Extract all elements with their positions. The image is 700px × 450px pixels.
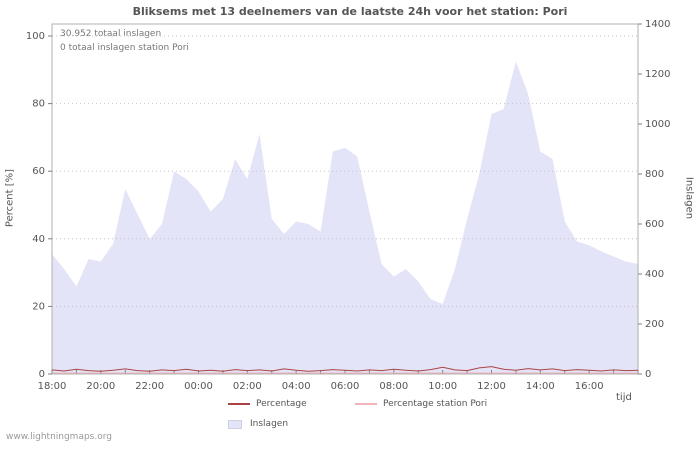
- legend-item-percentage: Percentage: [228, 399, 355, 409]
- x-tick-label: 02:00: [233, 381, 262, 392]
- legend-row-area: Inslagen: [228, 414, 487, 434]
- legend-item-station: Percentage station Pori: [355, 399, 487, 409]
- x-tick-label: 22:00: [135, 381, 164, 392]
- y-right-tick-label: 1400: [645, 19, 670, 30]
- annotation-station-strikes: 0 totaal inslagen station Pori: [60, 43, 189, 53]
- y-left-tick-label: 20: [32, 301, 45, 312]
- y-left-tick-label: 60: [32, 166, 45, 177]
- legend-label-percentage: Percentage: [256, 399, 307, 409]
- legend: Percentage Percentage station Pori Insla…: [228, 394, 487, 434]
- y-right-tick-label: 1200: [645, 69, 670, 80]
- legend-item-inslagen: Inslagen: [228, 419, 355, 429]
- legend-swatch-station: [355, 403, 377, 405]
- annotation-total-strikes: 30.952 totaal inslagen: [60, 29, 162, 39]
- x-axis-label: tijd: [616, 392, 632, 403]
- x-tick-label: 00:00: [184, 381, 213, 392]
- x-tick-label: 12:00: [477, 381, 506, 392]
- x-tick-label: 14:00: [526, 381, 555, 392]
- legend-swatch-inslagen: [228, 419, 242, 429]
- y-right-tick-label: 400: [645, 269, 664, 280]
- legend-label-station: Percentage station Pori: [383, 399, 488, 409]
- y-right-tick-label: 800: [645, 169, 664, 180]
- x-tick-label: 18:00: [38, 381, 67, 392]
- y-left-tick-label: 80: [32, 99, 45, 110]
- percentage-line: [51, 366, 639, 372]
- y-right-tick-label: 200: [645, 319, 664, 330]
- chart-title: Bliksems met 13 deelnemers van de laatst…: [132, 5, 568, 18]
- legend-swatch-percentage: [228, 403, 250, 405]
- y-left-tick-label: 0: [39, 369, 45, 380]
- x-tick-label: 20:00: [86, 381, 115, 392]
- y-right-tick-label: 600: [645, 219, 664, 230]
- y-right-tick-label: 1000: [645, 119, 670, 130]
- inslagen-area: [52, 61, 638, 374]
- legend-label-inslagen: Inslagen: [250, 419, 289, 429]
- legend-row-lines: Percentage Percentage station Pori: [228, 394, 487, 414]
- x-tick-label: 04:00: [282, 381, 311, 392]
- x-tick-label: 06:00: [331, 381, 360, 392]
- x-tick-label: 16:00: [575, 381, 604, 392]
- watermark: www.lightningmaps.org: [6, 432, 112, 442]
- y-left-tick-label: 40: [32, 234, 45, 245]
- x-tick-label: 08:00: [379, 381, 408, 392]
- y-left-tick-label: 100: [26, 31, 45, 42]
- x-tick-label: 10:00: [428, 381, 457, 392]
- y-right-tick-label: 0: [645, 369, 651, 380]
